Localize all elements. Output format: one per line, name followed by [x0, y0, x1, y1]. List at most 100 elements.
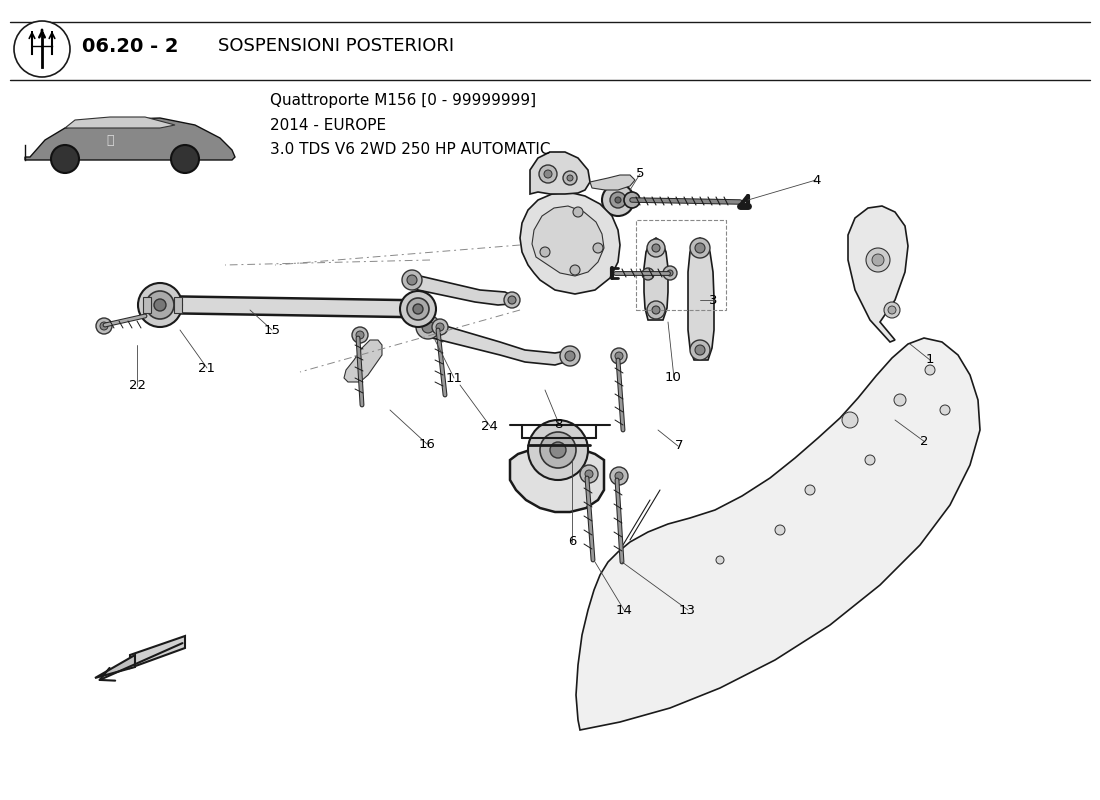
- Circle shape: [602, 184, 634, 216]
- Circle shape: [416, 315, 440, 339]
- Circle shape: [565, 351, 575, 361]
- Circle shape: [776, 525, 785, 535]
- Text: 13: 13: [679, 604, 696, 617]
- Circle shape: [539, 165, 557, 183]
- Circle shape: [690, 238, 710, 258]
- Bar: [636, 220, 726, 310]
- Circle shape: [940, 405, 950, 415]
- Circle shape: [14, 21, 70, 77]
- Text: 16: 16: [418, 438, 436, 450]
- Text: 24: 24: [481, 420, 498, 433]
- Circle shape: [566, 175, 573, 181]
- Circle shape: [690, 340, 710, 360]
- Text: Quattroporte M156 [0 - 99999999]: Quattroporte M156 [0 - 99999999]: [270, 93, 536, 107]
- Text: 6: 6: [568, 535, 576, 548]
- Circle shape: [610, 348, 627, 364]
- Circle shape: [352, 327, 368, 343]
- Circle shape: [695, 243, 705, 253]
- Polygon shape: [130, 636, 185, 668]
- Text: ⸻: ⸻: [107, 134, 113, 146]
- Polygon shape: [344, 340, 382, 382]
- Circle shape: [615, 352, 623, 360]
- Text: 15: 15: [263, 324, 280, 337]
- Circle shape: [842, 412, 858, 428]
- Circle shape: [610, 467, 628, 485]
- Circle shape: [540, 432, 576, 468]
- Circle shape: [528, 420, 588, 480]
- Polygon shape: [530, 152, 590, 194]
- Polygon shape: [688, 238, 714, 360]
- Circle shape: [615, 472, 623, 480]
- Text: 3.0 TDS V6 2WD 250 HP AUTOMATIC: 3.0 TDS V6 2WD 250 HP AUTOMATIC: [270, 142, 550, 158]
- Polygon shape: [510, 445, 604, 512]
- Polygon shape: [576, 338, 980, 730]
- Circle shape: [138, 283, 182, 327]
- Text: 4: 4: [812, 174, 821, 186]
- Circle shape: [884, 302, 900, 318]
- Polygon shape: [644, 238, 668, 320]
- Circle shape: [872, 254, 884, 266]
- Circle shape: [647, 239, 666, 257]
- Text: 06.20 - 2: 06.20 - 2: [82, 37, 178, 55]
- Circle shape: [154, 299, 166, 311]
- Circle shape: [585, 470, 593, 478]
- Circle shape: [573, 207, 583, 217]
- Text: 7: 7: [674, 439, 683, 452]
- Circle shape: [716, 556, 724, 564]
- Text: 21: 21: [198, 362, 216, 374]
- Circle shape: [866, 248, 890, 272]
- Polygon shape: [25, 118, 235, 160]
- Circle shape: [593, 243, 603, 253]
- Text: 2014 - EUROPE: 2014 - EUROPE: [270, 118, 386, 133]
- Polygon shape: [848, 206, 908, 342]
- Circle shape: [580, 465, 598, 483]
- Text: 22: 22: [129, 379, 146, 392]
- Text: 10: 10: [664, 371, 682, 384]
- Circle shape: [570, 265, 580, 275]
- Circle shape: [652, 244, 660, 252]
- Circle shape: [642, 268, 654, 280]
- Circle shape: [805, 485, 815, 495]
- Circle shape: [667, 270, 673, 276]
- Circle shape: [550, 442, 566, 458]
- Bar: [143, 297, 151, 313]
- Circle shape: [615, 197, 622, 203]
- Circle shape: [925, 365, 935, 375]
- Circle shape: [170, 145, 199, 173]
- Circle shape: [146, 291, 174, 319]
- Polygon shape: [520, 192, 620, 294]
- Circle shape: [560, 346, 580, 366]
- Text: 1: 1: [925, 354, 934, 366]
- Circle shape: [508, 296, 516, 304]
- Circle shape: [624, 192, 640, 208]
- Circle shape: [610, 192, 626, 208]
- Text: 8: 8: [554, 418, 563, 430]
- Text: 14: 14: [615, 604, 632, 617]
- Bar: [174, 297, 182, 313]
- Text: SOSPENSIONI POSTERIORI: SOSPENSIONI POSTERIORI: [218, 37, 454, 55]
- Circle shape: [400, 291, 436, 327]
- Circle shape: [432, 319, 448, 335]
- Circle shape: [663, 266, 676, 280]
- Text: 3: 3: [708, 294, 717, 306]
- Polygon shape: [408, 275, 515, 305]
- Circle shape: [540, 247, 550, 257]
- Circle shape: [647, 301, 666, 319]
- Circle shape: [544, 170, 552, 178]
- Polygon shape: [532, 206, 604, 276]
- Polygon shape: [420, 322, 572, 365]
- Circle shape: [436, 323, 444, 331]
- Circle shape: [100, 322, 108, 330]
- Polygon shape: [95, 655, 135, 678]
- Polygon shape: [65, 117, 175, 128]
- Text: 5: 5: [636, 167, 645, 180]
- Circle shape: [652, 306, 660, 314]
- Circle shape: [865, 455, 874, 465]
- Circle shape: [563, 171, 578, 185]
- Circle shape: [51, 145, 79, 173]
- Circle shape: [422, 321, 435, 333]
- Circle shape: [407, 275, 417, 285]
- Circle shape: [894, 394, 906, 406]
- Text: 11: 11: [446, 372, 463, 385]
- Circle shape: [888, 306, 896, 314]
